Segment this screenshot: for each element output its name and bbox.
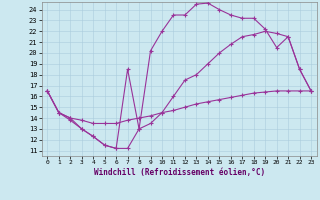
X-axis label: Windchill (Refroidissement éolien,°C): Windchill (Refroidissement éolien,°C) (94, 168, 265, 177)
